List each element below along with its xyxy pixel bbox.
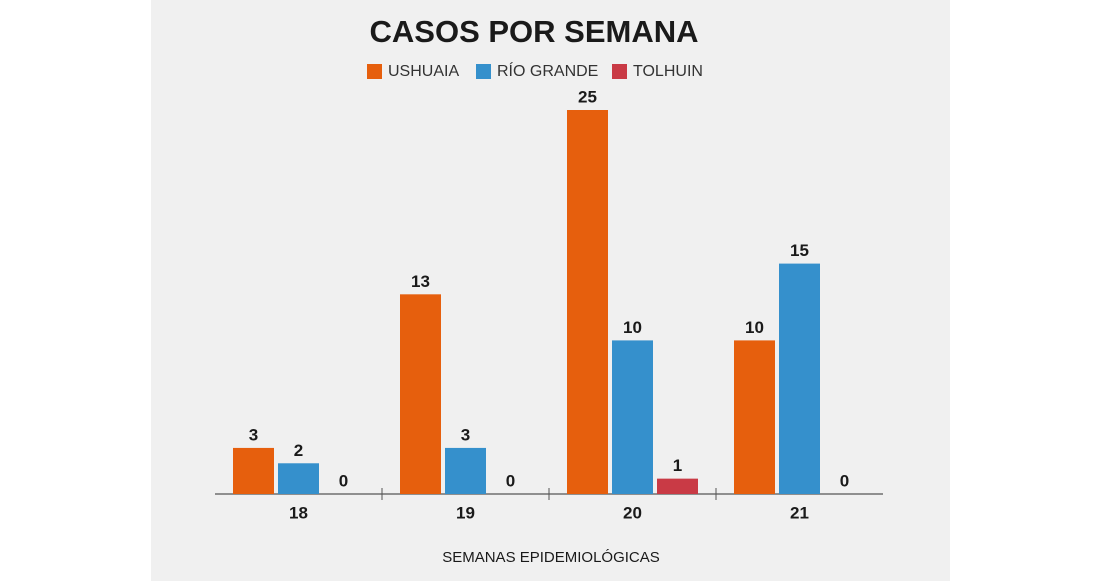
value-label: 2 <box>294 441 303 460</box>
bar <box>779 263 820 494</box>
value-label: 0 <box>840 471 849 490</box>
bar <box>612 340 653 494</box>
legend-swatch <box>612 64 627 79</box>
value-label: 1 <box>673 456 682 475</box>
legend-label: RÍO GRANDE <box>497 61 598 80</box>
bar <box>567 110 608 494</box>
legend-swatch <box>367 64 382 79</box>
value-label: 13 <box>411 272 430 291</box>
x-tick-label: 20 <box>623 503 642 522</box>
x-tick-label: 19 <box>456 503 475 522</box>
value-label: 10 <box>745 318 764 337</box>
bar <box>233 447 274 494</box>
bar <box>734 340 775 494</box>
value-label: 0 <box>506 471 515 490</box>
x-tick-label: 21 <box>790 503 809 522</box>
value-label: 0 <box>339 471 348 490</box>
value-label: 25 <box>578 87 597 106</box>
bar <box>657 478 698 494</box>
legend-label: USHUAIA <box>388 63 459 80</box>
value-label: 10 <box>623 318 642 337</box>
value-label: 15 <box>790 241 809 260</box>
x-axis-label: SEMANAS EPIDEMIOLÓGICAS <box>442 549 660 566</box>
bar <box>278 463 319 494</box>
value-label: 3 <box>249 425 258 444</box>
bar <box>400 294 441 494</box>
bar <box>445 447 486 494</box>
chart-title: CASOS POR SEMANA <box>370 14 699 49</box>
x-tick-label: 18 <box>289 503 308 522</box>
value-label: 3 <box>461 425 470 444</box>
legend-swatch <box>476 64 491 79</box>
legend-label: TOLHUIN <box>633 63 703 80</box>
